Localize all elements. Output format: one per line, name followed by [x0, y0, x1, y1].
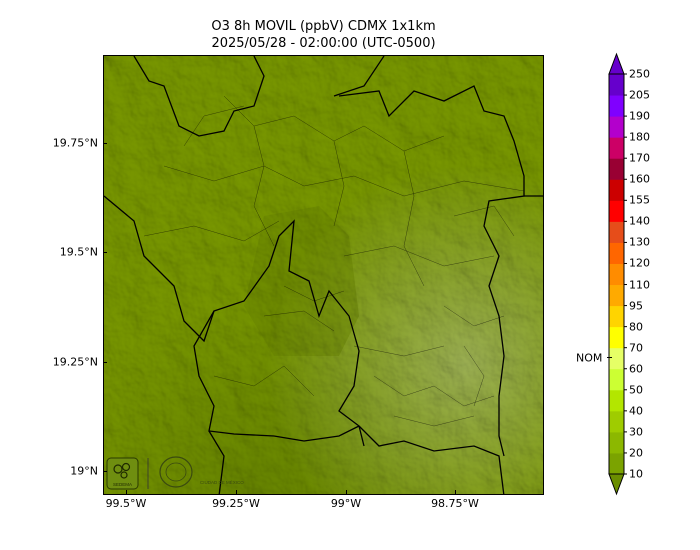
longitude-tick	[346, 490, 347, 494]
longitude-tick-label: 99.5°W	[105, 497, 147, 510]
colorbar-tick-label: 30	[629, 425, 643, 439]
colorbar-tick-label: 180	[629, 130, 650, 144]
colorbar-segment	[609, 74, 624, 96]
colorbar-tick-label: 190	[629, 109, 650, 123]
map-title-line2: 2025/05/28 - 02:00:00 (UTC-0500)	[211, 36, 436, 51]
colorbar-max-extension	[608, 52, 625, 75]
colorbar-segment	[609, 305, 624, 328]
colorbar-segment	[609, 200, 624, 222]
state-boundary-northwest	[133, 56, 265, 137]
colorbar-tick-label: 155	[629, 193, 650, 207]
cdmx-south-boundary	[193, 310, 360, 442]
colorbar-tick-label: 10	[629, 467, 643, 481]
colorbar-tick-label: 170	[629, 151, 650, 165]
colorbar-outline	[608, 73, 625, 475]
longitude-tick-label: 99°W	[330, 497, 362, 510]
colorbar-segment	[609, 158, 624, 180]
colorbar-tick-label: 130	[629, 235, 650, 249]
colorbar-tick-label: 80	[629, 320, 643, 334]
colorbar-segment	[609, 116, 624, 138]
latitude-tick	[103, 471, 107, 472]
cdmx-seal-logo	[159, 456, 193, 488]
latitude-tick	[103, 143, 107, 144]
colorbar-tick-label: 40	[629, 404, 643, 418]
colorbar-tick-label: 120	[629, 256, 650, 270]
colorbar-segment	[609, 284, 624, 307]
colorbar-tick-label: 110	[629, 278, 650, 292]
colorbar-tick-label: 70	[629, 341, 643, 355]
colorbar-segment	[609, 431, 624, 454]
colorbar-tick-label: 60	[629, 362, 643, 376]
colorbar-min-extension	[608, 473, 625, 496]
state-boundary-southwest	[208, 430, 225, 494]
colorbar-tick-label: 205	[629, 88, 650, 102]
colorbar-segment	[609, 95, 624, 117]
state-boundary-north	[333, 56, 385, 97]
latitude-tick	[103, 362, 107, 363]
nom-label: NOM	[576, 351, 603, 365]
colorbar-segment	[609, 326, 624, 349]
longitude-tick	[455, 490, 456, 494]
colorbar-segment	[609, 137, 624, 159]
latitude-tick-label: 19.75°N	[52, 136, 98, 150]
longitude-tick-label: 99.25°W	[212, 497, 260, 510]
logos: SEDEMA CIUDAD DE MÉXICO	[106, 456, 244, 490]
sedema-logo-text: SEDEMA	[113, 482, 132, 487]
colorbar-segment	[609, 263, 624, 286]
colorbar-segment	[609, 221, 624, 243]
colorbar-tick-label: 160	[629, 172, 650, 186]
colorbar-tick-label: 50	[629, 383, 643, 397]
colorbar-segment	[609, 179, 624, 201]
municipal-boundaries	[143, 95, 525, 427]
latitude-tick-label: 19.5°N	[59, 245, 98, 259]
longitude-tick	[126, 490, 127, 494]
map-canvas: SEDEMA CIUDAD DE MÉXICO	[104, 56, 543, 494]
colorbar-tick-label: 140	[629, 214, 650, 228]
colorbar-segment	[609, 389, 624, 412]
colorbar-tick-label: 20	[629, 446, 643, 460]
state-boundary-east	[338, 85, 525, 457]
cdmx-logo-text: CIUDAD DE MÉXICO	[200, 479, 244, 485]
colorbar-segment	[609, 347, 624, 370]
latitude-tick-label: 19°N	[70, 464, 98, 478]
state-boundaries	[104, 56, 543, 494]
colorbar-tick-label: 250	[629, 67, 650, 81]
colorbar-segment	[609, 410, 624, 433]
longitude-tick	[236, 490, 237, 494]
latitude-tick	[103, 252, 107, 253]
colorbar-tick-label: 95	[629, 299, 643, 313]
nom-tick	[607, 357, 612, 358]
map-title-line1: O3 8h MOVIL (ppbV) CDMX 1x1km	[211, 19, 436, 34]
ozone-map: SEDEMA CIUDAD DE MÉXICO	[103, 55, 544, 495]
latitude-tick-label: 19.25°N	[52, 355, 98, 369]
longitude-tick-label: 98.75°W	[431, 497, 479, 510]
cdmx-west-boundary	[104, 195, 365, 447]
state-boundary-southeast	[358, 425, 505, 494]
terrain-shading	[104, 56, 543, 494]
colorbar-segment	[609, 452, 624, 475]
colorbar-segment	[609, 368, 624, 391]
colorbar-segment	[609, 242, 624, 264]
